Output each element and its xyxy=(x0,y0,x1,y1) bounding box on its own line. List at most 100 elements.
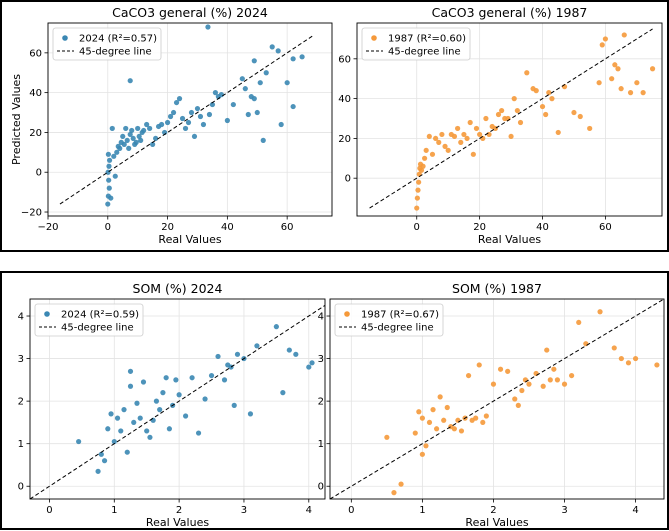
line-45-degree xyxy=(369,28,653,209)
data-point xyxy=(135,125,141,132)
y-tick-label: 1 xyxy=(18,439,24,450)
data-point xyxy=(286,347,292,353)
data-point xyxy=(512,396,518,402)
data-point xyxy=(127,78,133,84)
y-tick-label: 40 xyxy=(338,94,351,105)
data-point xyxy=(539,103,546,110)
plot-area xyxy=(356,22,663,217)
y-axis-label: Predicted Values xyxy=(0,353,5,444)
legend-label-series: 2024 (R²=0.57) xyxy=(79,34,157,45)
data-point xyxy=(618,86,624,92)
data-point xyxy=(511,96,517,102)
data-point xyxy=(299,54,305,60)
data-point xyxy=(111,438,117,445)
data-point xyxy=(458,139,464,145)
data-point xyxy=(429,151,436,157)
data-point xyxy=(185,119,192,126)
data-point xyxy=(101,458,108,464)
line-45-degree xyxy=(30,304,325,499)
data-point xyxy=(173,377,179,383)
data-point xyxy=(415,187,421,193)
plot-marks xyxy=(369,28,656,211)
data-point xyxy=(577,113,583,120)
data-point xyxy=(130,135,136,142)
data-point xyxy=(127,368,134,374)
data-point xyxy=(547,377,553,383)
data-point xyxy=(179,115,186,122)
data-point xyxy=(120,133,126,140)
y-axis-label: Predicted Values xyxy=(10,74,23,165)
x-tick-label: 60 xyxy=(599,222,612,233)
data-point xyxy=(433,426,440,432)
data-point xyxy=(419,451,425,457)
data-point xyxy=(464,135,470,142)
data-point xyxy=(561,381,568,387)
data-point xyxy=(106,157,113,163)
data-point xyxy=(290,103,296,110)
y-tick-label: 3 xyxy=(318,354,324,365)
data-point xyxy=(191,133,198,140)
data-point xyxy=(136,133,142,140)
data-point xyxy=(189,375,195,381)
chart-som-1987: 0 1 2 3 4 0 1 2 3 4 SOM (%) 1987 Real Values 1987 (R… xyxy=(318,281,665,529)
y-tick-label: 40 xyxy=(29,88,42,99)
data-point xyxy=(473,125,480,132)
data-point xyxy=(160,390,166,396)
data-point xyxy=(275,48,281,54)
data-point xyxy=(254,343,260,349)
data-point xyxy=(106,185,112,191)
y-tick-label: −20 xyxy=(21,208,42,219)
data-point xyxy=(533,88,539,94)
data-point xyxy=(108,411,114,417)
data-point xyxy=(105,151,111,157)
data-point xyxy=(414,205,420,211)
data-point xyxy=(418,167,425,173)
data-point xyxy=(231,402,237,408)
x-tick-label: 60 xyxy=(281,222,294,233)
data-point xyxy=(251,96,257,102)
legend-label-series: 1987 (R²=0.60) xyxy=(388,34,466,45)
data-point xyxy=(121,407,127,413)
data-point xyxy=(118,428,124,434)
data-point xyxy=(137,415,143,421)
data-point xyxy=(127,383,134,389)
y-tick-label: 60 xyxy=(29,48,42,59)
plot-area xyxy=(47,22,333,217)
data-point xyxy=(150,141,156,147)
data-point xyxy=(442,143,448,149)
data-point xyxy=(150,417,156,423)
data-point xyxy=(176,96,183,102)
data-point xyxy=(483,115,489,122)
data-point xyxy=(549,96,555,102)
x-tick-label: −20 xyxy=(37,222,58,233)
y-tick-label: 2 xyxy=(18,397,24,408)
data-point xyxy=(476,362,482,368)
data-point xyxy=(124,449,130,455)
data-point xyxy=(497,366,504,372)
y-tick-label: 3 xyxy=(18,354,24,365)
data-point xyxy=(477,131,483,138)
data-point xyxy=(492,125,498,132)
data-point xyxy=(202,396,208,402)
data-point xyxy=(166,426,172,432)
chart-caco3-1987: 0 20 40 60 0 20 40 60 CaCO3 general (%) 1987 Real… xyxy=(338,5,663,246)
data-point xyxy=(461,131,467,138)
data-point xyxy=(543,111,549,118)
x-axis-label: Real Values xyxy=(465,516,528,529)
chart-som-2024: 0 1 2 3 4 0 1 2 3 4 SOM (%) 2024 Real Values Predict… xyxy=(0,281,326,529)
data-point xyxy=(230,101,236,108)
line-45-degree xyxy=(59,34,315,205)
data-point xyxy=(247,411,254,417)
legend-label-series: 2024 (R²=0.59) xyxy=(61,310,139,321)
data-point xyxy=(634,80,640,86)
legend: 2024 (R²=0.59) 45-degree line xyxy=(34,303,144,337)
data-point xyxy=(224,117,230,124)
legend-box xyxy=(334,303,444,337)
data-point xyxy=(420,163,426,169)
data-point xyxy=(306,364,312,370)
data-point xyxy=(519,387,525,394)
data-point xyxy=(555,129,561,136)
data-point xyxy=(422,155,428,161)
legend-box xyxy=(361,27,471,61)
legend: 1987 (R²=0.67) 45-degree line xyxy=(334,303,444,337)
